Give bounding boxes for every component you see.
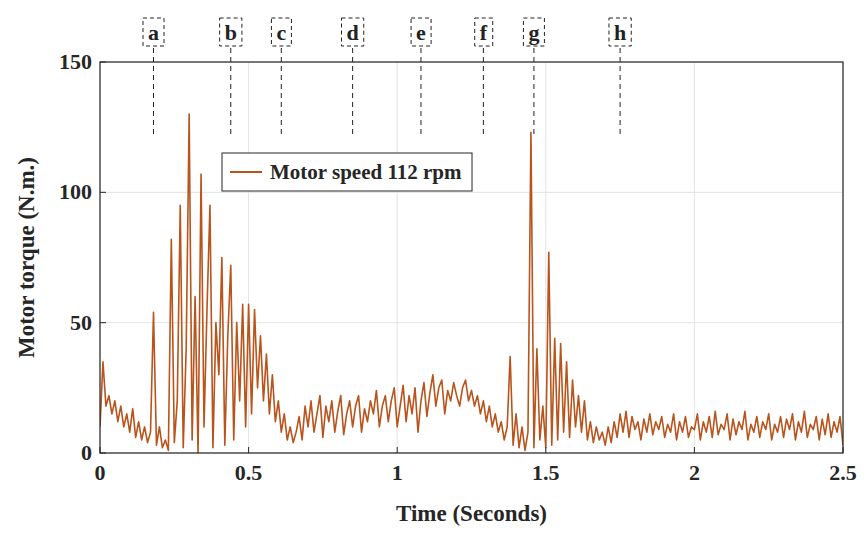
- tick-label: 0: [95, 460, 106, 485]
- data-line: [100, 114, 843, 453]
- annotation-label: d: [346, 20, 358, 45]
- annotation-line: [620, 48, 621, 135]
- tick-mark: [545, 447, 546, 453]
- legend-box: [222, 153, 472, 191]
- plot-frame: [100, 62, 843, 453]
- annotation-label: c: [276, 20, 286, 45]
- tick-mark: [100, 322, 106, 323]
- tick-mark: [843, 447, 844, 453]
- series-group: [100, 114, 843, 453]
- grid-line: [397, 62, 398, 453]
- tick-mark: [694, 447, 695, 453]
- annotation-line: [420, 48, 421, 135]
- annotation-line: [352, 48, 353, 135]
- grid-line: [694, 62, 695, 453]
- background: [0, 0, 868, 533]
- axis-title: Motor torque (N.m.): [14, 157, 39, 358]
- tick-label: 1: [392, 460, 403, 485]
- tick-label: 1.5: [532, 460, 560, 485]
- tick-label: 150: [59, 49, 92, 74]
- plot-area: [100, 62, 843, 453]
- annotation-box: [411, 18, 431, 46]
- tick-mark: [248, 447, 249, 453]
- tick-mark: [100, 62, 106, 63]
- tick-mark: [100, 447, 101, 453]
- annotation-line: [281, 48, 282, 135]
- grid-line: [100, 192, 843, 193]
- annotation-label: a: [148, 20, 159, 45]
- annotation-box: [523, 18, 544, 46]
- annotation-line: [153, 48, 154, 135]
- annotation-box: [271, 18, 291, 46]
- annotation-box: [220, 18, 242, 46]
- annotation-line: [230, 48, 231, 135]
- tick-label: 100: [59, 179, 92, 204]
- legend: Motor speed 112 rpm: [222, 153, 472, 191]
- tick-label: 0: [81, 440, 92, 465]
- annotation-box: [609, 18, 631, 46]
- legend-swatch: [230, 171, 262, 173]
- tick-label: 2: [689, 460, 700, 485]
- tick-label: 0.5: [235, 460, 263, 485]
- annotation-label: f: [480, 20, 488, 45]
- tick-label: 50: [70, 310, 92, 335]
- annotation-label: g: [528, 20, 539, 45]
- annotation-label: e: [416, 20, 426, 45]
- annotation-label: b: [225, 20, 237, 45]
- tick-mark: [100, 453, 106, 454]
- grid-line: [248, 62, 249, 453]
- annotation-label: h: [614, 20, 626, 45]
- chart: 0 0.5 1 1.5 2 2.5 0 50 100 150 Time (Seconds) Motor…: [0, 0, 868, 533]
- annotation-box: [143, 18, 164, 46]
- annotation-box: [475, 18, 493, 46]
- legend-label: Motor speed 112 rpm: [270, 160, 462, 184]
- annotation-line: [533, 48, 534, 135]
- annotation-box: [341, 18, 363, 46]
- tick-mark: [100, 192, 106, 193]
- annotation-line: [483, 48, 484, 135]
- tick-mark: [397, 447, 398, 453]
- tick-label: 2.5: [829, 460, 857, 485]
- axis-title: Time (Seconds): [396, 501, 547, 526]
